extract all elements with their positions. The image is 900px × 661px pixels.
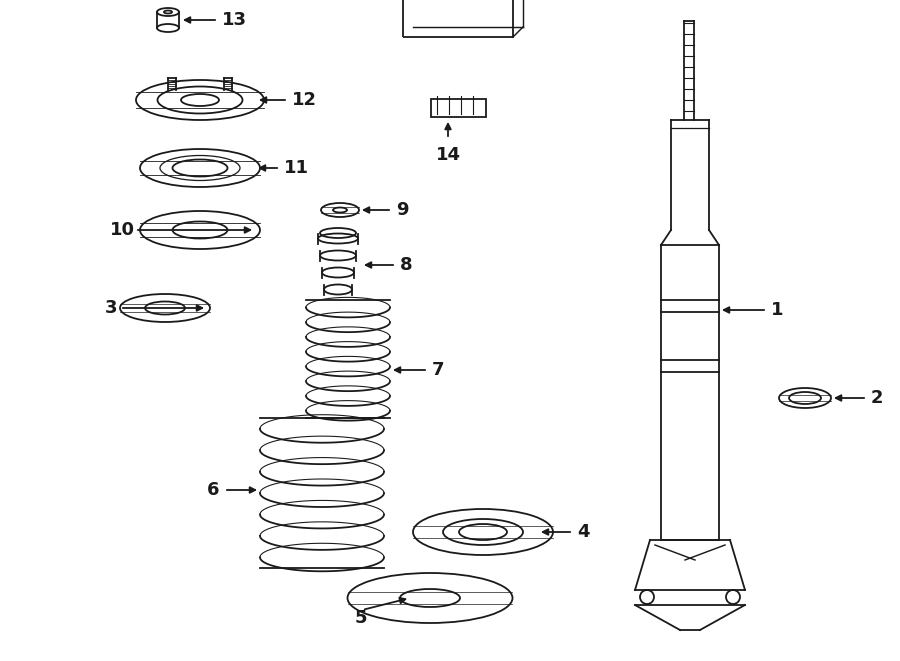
Text: 3: 3	[105, 299, 118, 317]
Text: 9: 9	[396, 201, 409, 219]
Text: 8: 8	[400, 256, 412, 274]
Bar	[430, 99, 485, 117]
Text: 2: 2	[871, 389, 884, 407]
Text: 11: 11	[284, 159, 309, 177]
Text: 12: 12	[292, 91, 317, 109]
Text: 6: 6	[207, 481, 220, 499]
Text: 1: 1	[771, 301, 784, 319]
Text: 5: 5	[355, 609, 367, 627]
Text: 13: 13	[222, 11, 247, 29]
Bar	[403, 0, 513, 37]
Text: 10: 10	[110, 221, 135, 239]
Text: 14: 14	[436, 146, 461, 164]
Text: 7: 7	[432, 361, 445, 379]
Text: 4: 4	[577, 523, 590, 541]
